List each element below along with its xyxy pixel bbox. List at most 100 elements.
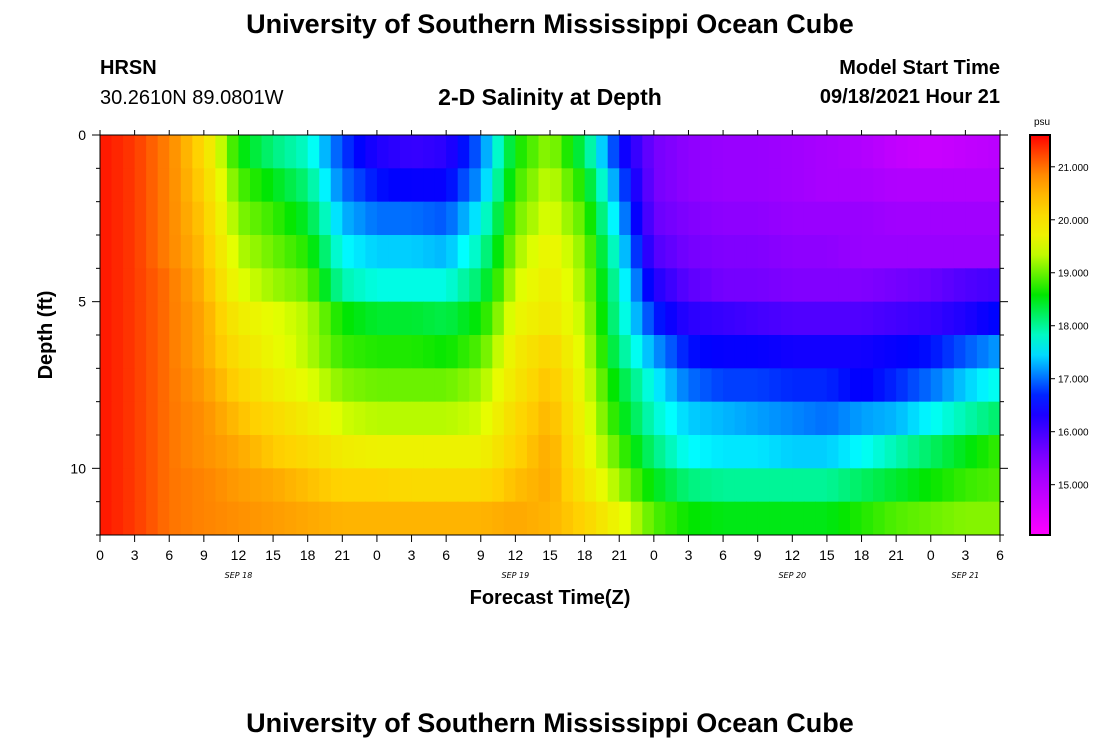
- heatmap-cell: [861, 201, 874, 236]
- heatmap-cell: [861, 235, 874, 269]
- heatmap-cell: [700, 368, 713, 403]
- colorbar-gradient: [1029, 134, 1051, 536]
- heatmap-cell: [538, 401, 551, 436]
- heatmap-cell: [226, 335, 240, 369]
- heatmap-cell: [803, 401, 816, 436]
- heatmap-cell: [596, 168, 609, 203]
- heatmap-cell: [976, 435, 990, 469]
- heatmap-cell: [330, 268, 343, 303]
- heatmap-cell: [930, 468, 943, 503]
- y-tick-label: 0: [78, 127, 86, 143]
- heatmap-cell: [180, 401, 193, 436]
- heatmap-cell: [353, 335, 366, 369]
- heatmap-cell: [215, 368, 228, 403]
- heatmap-cell: [630, 368, 643, 403]
- heatmap-cell: [607, 435, 620, 469]
- heatmap-cell: [746, 168, 759, 203]
- heatmap-cell: [296, 301, 309, 336]
- heatmap-cell: [630, 501, 643, 535]
- heatmap-cell: [146, 168, 159, 203]
- heatmap-cell: [192, 501, 205, 535]
- heatmap-cell: [653, 135, 666, 169]
- heatmap-cell: [746, 201, 759, 236]
- heatmap-cell: [526, 301, 540, 336]
- heatmap-cell: [723, 401, 736, 436]
- heatmap-cell: [711, 168, 724, 203]
- heatmap-cell: [146, 401, 159, 436]
- heatmap-cell: [100, 135, 113, 169]
- heatmap-cell: [826, 335, 840, 369]
- heatmap-cell: [734, 468, 747, 503]
- heatmap-cell: [469, 301, 482, 336]
- heatmap-cell: [780, 235, 793, 269]
- heatmap-cell: [642, 168, 655, 203]
- heatmap-cell: [584, 168, 597, 203]
- heatmap-cell: [469, 201, 482, 236]
- heatmap-cell: [446, 201, 459, 236]
- heatmap-cell: [192, 201, 205, 236]
- heatmap-cell: [492, 235, 505, 269]
- heatmap-cell: [296, 368, 309, 403]
- heatmap-cell: [261, 468, 274, 503]
- heatmap-cell: [365, 501, 378, 535]
- heatmap-cell: [861, 435, 874, 469]
- heatmap-cell: [503, 135, 516, 169]
- heatmap-cell: [723, 368, 736, 403]
- heatmap-cell: [400, 235, 413, 269]
- heatmap-cell: [250, 435, 263, 469]
- heatmap-cell: [561, 468, 574, 503]
- x-tick-label: 18: [577, 547, 593, 563]
- heatmap-cell: [792, 268, 805, 303]
- heatmap-cell: [573, 268, 586, 303]
- heatmap-cell: [203, 435, 216, 469]
- heatmap-cell: [157, 168, 170, 203]
- heatmap-cell: [550, 168, 563, 203]
- heatmap-cell: [780, 301, 793, 336]
- x-date-label: SEP 19: [502, 571, 530, 580]
- heatmap-cell: [711, 301, 724, 336]
- heatmap-cell: [734, 368, 747, 403]
- heatmap-cell: [100, 401, 113, 436]
- x-tick-label: 9: [200, 547, 208, 563]
- heatmap-cell: [100, 435, 113, 469]
- heatmap-cell: [342, 201, 355, 236]
- heatmap-cell: [192, 168, 205, 203]
- heatmap-cell: [850, 501, 863, 535]
- heatmap-cell: [953, 468, 966, 503]
- heatmap-cell: [134, 235, 147, 269]
- heatmap-cell: [584, 501, 597, 535]
- x-tick-label: 21: [611, 547, 627, 563]
- heatmap-cell: [976, 268, 990, 303]
- heatmap-cell: [792, 335, 805, 369]
- heatmap-cell: [919, 301, 932, 336]
- heatmap-cell: [561, 168, 574, 203]
- heatmap-cell: [446, 168, 459, 203]
- heatmap-cell: [746, 335, 759, 369]
- heatmap-cell: [573, 135, 586, 169]
- heatmap-cell: [146, 501, 159, 535]
- heatmap-cell: [976, 335, 990, 369]
- heatmap-cell: [700, 335, 713, 369]
- footer-title: University of Southern Mississippi Ocean…: [246, 708, 854, 738]
- heatmap-cell: [480, 435, 493, 469]
- heatmap-cell: [665, 435, 678, 469]
- heatmap-cell: [573, 301, 586, 336]
- heatmap-cell: [492, 401, 505, 436]
- heatmap-cell: [780, 135, 793, 169]
- heatmap-cell: [146, 135, 159, 169]
- heatmap-cell: [792, 401, 805, 436]
- heatmap-cell: [146, 235, 159, 269]
- heatmap-cell: [157, 501, 170, 535]
- heatmap-cell: [526, 268, 540, 303]
- heatmap-cell: [250, 235, 263, 269]
- heatmap-cell: [676, 468, 690, 503]
- heatmap-cell: [423, 368, 436, 403]
- heatmap-cell: [319, 235, 332, 269]
- heatmap-cell: [850, 168, 863, 203]
- heatmap-cell: [503, 501, 516, 535]
- heatmap-cell: [296, 268, 309, 303]
- heatmap-cell: [769, 501, 782, 535]
- station-name: HRSN: [100, 57, 157, 79]
- heatmap-cell: [434, 368, 447, 403]
- x-tick-label: 6: [165, 547, 173, 563]
